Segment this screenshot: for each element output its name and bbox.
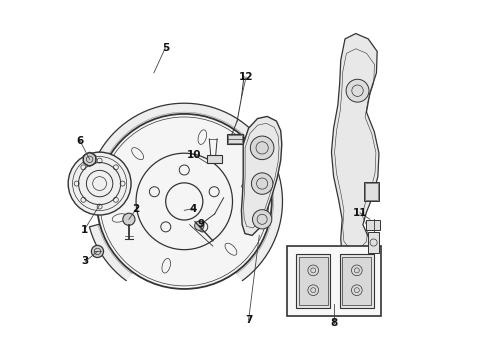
Bar: [367, 220, 380, 230]
Wedge shape: [126, 212, 243, 303]
Circle shape: [251, 173, 273, 194]
Polygon shape: [331, 33, 379, 264]
Text: 6: 6: [76, 136, 84, 146]
Bar: [340, 254, 374, 308]
Bar: [287, 246, 381, 316]
Text: 1: 1: [81, 225, 88, 235]
Circle shape: [346, 79, 369, 102]
Circle shape: [250, 136, 274, 159]
Text: 12: 12: [239, 72, 253, 82]
Bar: [342, 257, 371, 305]
Text: 8: 8: [330, 318, 337, 328]
Bar: [364, 182, 379, 202]
Circle shape: [207, 137, 225, 155]
Bar: [298, 257, 328, 305]
Text: 5: 5: [162, 43, 169, 53]
Polygon shape: [86, 103, 283, 300]
Circle shape: [68, 152, 131, 215]
Bar: [228, 135, 242, 143]
Polygon shape: [242, 116, 282, 235]
Circle shape: [92, 246, 103, 257]
Bar: [368, 232, 379, 253]
Text: 11: 11: [353, 208, 368, 218]
Circle shape: [83, 153, 96, 166]
Circle shape: [252, 210, 272, 229]
Text: 9: 9: [198, 219, 205, 229]
Text: 10: 10: [187, 150, 201, 160]
Circle shape: [195, 221, 204, 230]
Bar: [227, 134, 243, 144]
Text: 2: 2: [132, 204, 140, 214]
Bar: [296, 254, 330, 308]
Bar: [365, 183, 377, 201]
Circle shape: [123, 213, 135, 225]
Text: 3: 3: [82, 256, 89, 266]
Bar: [207, 155, 222, 163]
Text: 4: 4: [190, 203, 197, 213]
Circle shape: [97, 114, 272, 289]
Text: 7: 7: [245, 315, 252, 325]
